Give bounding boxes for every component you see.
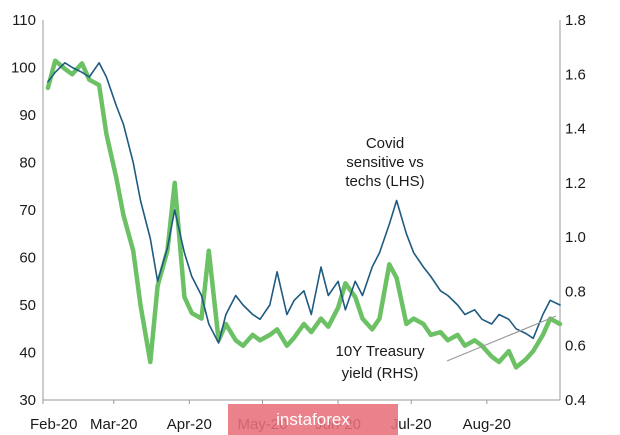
y-right-tick-label: 0.4	[565, 392, 586, 409]
y-right-tick-label: 1.4	[565, 121, 586, 138]
x-tick-label: Mar-20	[90, 416, 138, 433]
watermark-banner	[228, 404, 398, 435]
y-left-tick-label: 60	[19, 250, 36, 267]
chart-axes: 30 40 50 60 70 80 90 100 110 0.4 0.6 0.8 1.0 1.2 1.4 1.…	[11, 12, 586, 433]
yield-annotation-line-1: 10Y Treasury	[336, 343, 425, 360]
series-line-covid-vs-techs	[47, 61, 561, 344]
y-left-tick-label: 90	[19, 107, 36, 124]
y-right-tick-label: 1.6	[565, 66, 586, 83]
chart-plot-area	[45, 58, 563, 370]
y-left-tick-label: 40	[19, 345, 36, 362]
y-right-tick-label: 1.8	[565, 12, 586, 29]
y-left-tick-label: 100	[11, 60, 36, 77]
x-tick-label: Aug-20	[463, 416, 511, 433]
watermark-text: instaforex	[276, 410, 350, 429]
y-right-tick-label: 1.0	[565, 229, 586, 246]
x-tick-label: Feb-20	[30, 416, 78, 433]
x-tick-label: Jul-20	[391, 416, 432, 433]
yield-annotation-line-2: yield (RHS)	[342, 365, 419, 382]
y-left-tick-label: 70	[19, 202, 36, 219]
series-line-10y-yield	[45, 58, 563, 370]
y-left-tick-label: 80	[19, 155, 36, 172]
y-left-tick-label: 50	[19, 297, 36, 314]
x-tick-label: Apr-20	[167, 416, 212, 433]
covid-annotation-line-3: techs (LHS)	[345, 173, 424, 190]
yield-annotation-leader	[446, 315, 557, 362]
y-right-tick-label: 0.8	[565, 283, 586, 300]
covid-annotation-line-2: sensitive vs	[346, 154, 424, 171]
y-right-tick-label: 1.2	[565, 175, 586, 192]
y-right-tick-label: 0.6	[565, 338, 586, 355]
y-left-tick-label: 30	[19, 392, 36, 409]
covid-annotation-line-1: Covid	[366, 135, 404, 152]
y-left-tick-label: 110	[12, 12, 36, 29]
